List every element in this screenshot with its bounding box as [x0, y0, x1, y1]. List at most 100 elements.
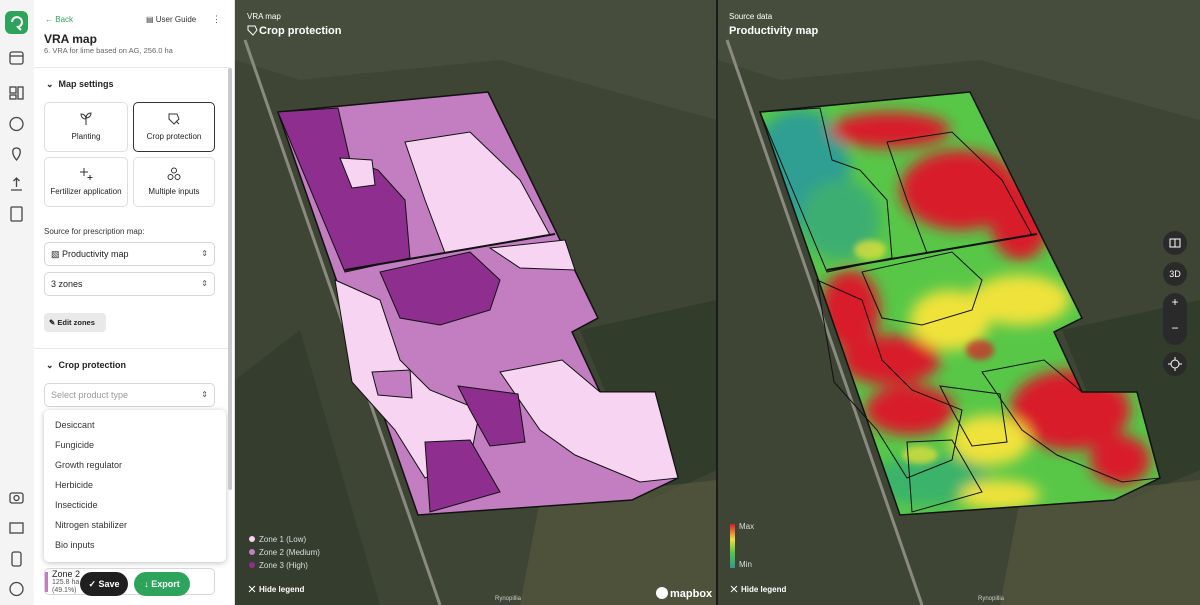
- tile-label[interactable]: Crop protection: [146, 132, 202, 141]
- back-text[interactable]: Back: [55, 15, 74, 24]
- tile-multiple[interactable]: Multiple inputs: [133, 157, 215, 207]
- back-link[interactable]: ← Back: [45, 15, 74, 24]
- dropdown-option[interactable]: Herbicide: [55, 480, 94, 490]
- zones-select[interactable]: 3 zones ⇕: [44, 272, 215, 296]
- dropdown-option[interactable]: Insecticide: [55, 500, 98, 510]
- field-zone-high[interactable]: [277, 107, 411, 273]
- map-caption: Source data: [729, 12, 773, 21]
- hide-legend[interactable]: Hide legend: [259, 585, 304, 594]
- legend-swatch: [249, 549, 255, 555]
- book-icon[interactable]: [9, 522, 24, 534]
- zone-area: 125.8 ha: [52, 579, 80, 586]
- map-divider: [716, 0, 718, 605]
- tile-label[interactable]: Fertilizer application: [50, 187, 122, 196]
- panel-subtitle: 6. VRA for lime based on AG, 256.0 ha: [44, 46, 173, 55]
- tile-planting[interactable]: Planting: [44, 102, 128, 152]
- tile-label[interactable]: Multiple inputs: [148, 187, 200, 196]
- field-zone-high[interactable]: [457, 385, 526, 447]
- split-view-button[interactable]: [1163, 231, 1187, 255]
- product-dropdown: Desiccant Fungicide Growth regulator Her…: [44, 410, 226, 562]
- split-icon: [1169, 238, 1181, 248]
- calendar-icon[interactable]: [9, 51, 24, 65]
- button-text[interactable]: Save: [98, 579, 120, 589]
- user-guide-text[interactable]: User Guide: [155, 15, 197, 24]
- legend-label: Min: [739, 560, 752, 569]
- zone-color: [45, 572, 48, 592]
- field-label: Source for prescription map:: [44, 227, 145, 236]
- crop-protection-header[interactable]: ⌄ Crop protection: [46, 360, 127, 370]
- left-map[interactable]: [235, 0, 717, 605]
- field-zone-low[interactable]: [488, 239, 576, 271]
- profile-icon[interactable]: [9, 581, 24, 597]
- user-guide[interactable]: ▤ User Guide: [146, 15, 197, 24]
- map-title-icon: [247, 25, 258, 36]
- map-views: VRA map Crop protection Zone 1 (Low) Zon…: [235, 0, 1200, 605]
- right-map[interactable]: [718, 0, 1200, 605]
- tile-fertilizer[interactable]: Fertilizer application: [44, 157, 128, 207]
- 3d-button[interactable]: 3D: [1163, 262, 1187, 286]
- select-placeholder[interactable]: Select product type: [51, 390, 129, 400]
- tile-label[interactable]: Planting: [71, 132, 101, 141]
- map-title: Productivity map: [729, 25, 819, 37]
- map-settings-header[interactable]: ⌄ Map settings: [46, 79, 114, 89]
- zoom-control: + −: [1163, 293, 1187, 345]
- tile-icon: [168, 113, 180, 125]
- field-icon[interactable]: [9, 116, 24, 132]
- location-icon[interactable]: [12, 147, 21, 162]
- legend-swatch: [249, 536, 255, 542]
- legend-label: Max: [739, 522, 754, 531]
- field-zone-high[interactable]: [424, 439, 501, 513]
- dropdown-option[interactable]: Bio inputs: [55, 540, 95, 550]
- select-value[interactable]: ▧ Productivity map: [51, 249, 129, 259]
- select-arrow[interactable]: ⇕: [201, 279, 208, 288]
- hide-legend-icon[interactable]: [730, 585, 738, 593]
- dropdown-option[interactable]: Growth regulator: [55, 460, 123, 470]
- export-button[interactable]: ↓ Export: [134, 572, 190, 596]
- locate-button[interactable]: [1163, 352, 1187, 376]
- scrollbar[interactable]: [228, 68, 232, 490]
- hide-legend[interactable]: Hide legend: [741, 585, 786, 594]
- product-select[interactable]: Select product type ⇕: [44, 383, 215, 407]
- legend-scale: [730, 524, 735, 568]
- button-text[interactable]: Export: [151, 579, 180, 589]
- section-title[interactable]: Crop protection: [58, 360, 127, 370]
- app-logo[interactable]: [5, 11, 28, 34]
- edit-zones-button[interactable]: ✎ Edit zones: [44, 313, 106, 332]
- zone-share: (49.1%): [52, 587, 77, 594]
- tile-icon: [80, 112, 92, 125]
- more-menu[interactable]: ⋮: [212, 14, 221, 24]
- button-label[interactable]: ✎ Edit zones: [49, 318, 95, 327]
- upload-icon[interactable]: [11, 177, 22, 191]
- field-zone-high[interactable]: [379, 251, 501, 326]
- select-text[interactable]: 3 zones: [51, 279, 83, 289]
- tile-crop-protection[interactable]: Crop protection: [133, 102, 215, 152]
- dropdown-option[interactable]: Nitrogen stabilizer: [55, 520, 128, 530]
- sidebar-footer: [34, 600, 230, 605]
- field-zone-medium[interactable]: [371, 369, 413, 399]
- divider: [34, 348, 230, 349]
- map-caption: VRA map: [247, 12, 281, 21]
- field-zone-low[interactable]: [499, 359, 679, 483]
- select-arrow[interactable]: ⇕: [201, 390, 208, 399]
- legend-label: Zone 2 (Medium): [259, 548, 320, 557]
- source-select[interactable]: ▧ Productivity map ⇕: [44, 242, 215, 266]
- save-button[interactable]: ✓ Save: [80, 572, 128, 596]
- report-icon[interactable]: [10, 206, 23, 222]
- zoom-out[interactable]: −: [1171, 321, 1179, 335]
- legend-label: Zone 1 (Low): [259, 535, 306, 544]
- field-zone-low[interactable]: [339, 157, 376, 189]
- dashboard-icon[interactable]: [9, 86, 17, 94]
- select-arrow[interactable]: ⇕: [201, 249, 208, 258]
- dropdown-option[interactable]: Fungicide: [55, 440, 95, 450]
- hide-legend-icon[interactable]: [248, 585, 256, 593]
- phone-icon[interactable]: [11, 551, 22, 567]
- section-title[interactable]: Map settings: [58, 79, 114, 89]
- camera-icon[interactable]: [9, 492, 24, 504]
- select-text[interactable]: Productivity map: [62, 249, 129, 259]
- zoom-in[interactable]: +: [1171, 295, 1179, 309]
- map-title: Crop protection: [259, 25, 342, 37]
- button-text[interactable]: Edit zones: [57, 318, 95, 327]
- place-label: Rynopillia: [978, 596, 1005, 602]
- dropdown-option[interactable]: Desiccant: [55, 420, 95, 430]
